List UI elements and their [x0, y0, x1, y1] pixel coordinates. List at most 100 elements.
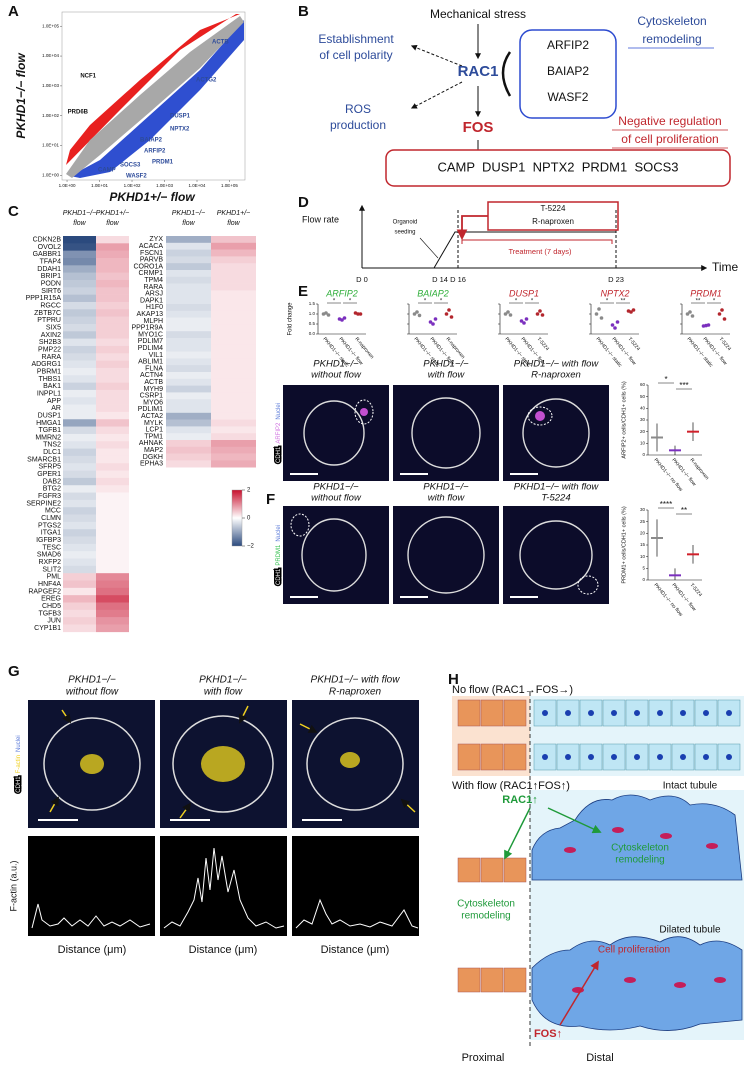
gene-label: OVOL2 — [38, 244, 61, 251]
heat-cell — [96, 492, 129, 501]
gene-label: TESC — [42, 544, 61, 551]
gene-label: JUN — [47, 618, 61, 625]
gene-label: CDKN2B — [33, 237, 62, 244]
heat-cell — [63, 463, 96, 471]
heat-cell — [211, 317, 256, 325]
channel-name: PRDM1 — [276, 544, 282, 566]
image-title: R-naproxen — [329, 687, 382, 698]
significance: * — [333, 299, 336, 305]
target-genes: CAMP DUSP1 NPTX2 PRDM1 SOCS3 — [437, 159, 678, 174]
x-tick-label: 1.0E+02 — [124, 183, 141, 188]
heat-cell — [63, 536, 96, 545]
schematic-label: Cytoskeleton — [611, 843, 669, 854]
heat-cell — [63, 257, 96, 266]
gene-label: PDLIM7 — [138, 338, 163, 345]
heat-cell — [166, 249, 211, 257]
annotation: Treatment (7 days) — [508, 247, 572, 256]
y-tick-label: 20 — [640, 531, 646, 536]
gene-label: ACTB — [144, 379, 163, 386]
gene-label: GABBR1 — [33, 251, 62, 258]
scatter-cloud — [61, 11, 246, 181]
data-point — [535, 312, 540, 316]
significance: * — [515, 299, 518, 305]
heat-cell — [166, 310, 211, 318]
heat-cell — [63, 624, 96, 633]
heat-cell — [211, 372, 256, 380]
heat-cell — [63, 587, 96, 596]
heat-cell — [166, 446, 211, 454]
heat-cell — [63, 331, 96, 339]
gene-label: DDAH1 — [37, 266, 61, 273]
heat-cell — [63, 360, 96, 369]
y-axis-title: F-actin (a.u.) — [8, 860, 18, 911]
gene-label: DAB2 — [43, 478, 61, 485]
gene-label: ITGA1 — [41, 530, 61, 537]
heat-cell — [166, 399, 211, 407]
gene-label: MYLK — [144, 420, 163, 427]
gene-label: BTG2 — [43, 486, 61, 493]
heat-cell — [63, 602, 96, 611]
channel-name: ARFIP2 — [276, 422, 282, 444]
heat-cell — [96, 331, 129, 339]
heat-cell — [96, 367, 129, 376]
significance: * — [531, 299, 534, 305]
heat-cell — [63, 338, 96, 347]
heat-cell — [166, 317, 211, 325]
heat-cell — [63, 301, 96, 310]
column-header: PKHD1+/− — [217, 210, 250, 217]
heat-cell — [96, 397, 129, 405]
colorbar-label: 2 — [247, 488, 251, 494]
heat-cell — [166, 453, 211, 461]
gene-label: IGFBP3 — [36, 537, 61, 544]
heat-cell — [96, 609, 129, 618]
y-tick-label: 40 — [640, 406, 646, 411]
gene-label: PDLIM1 — [138, 406, 163, 413]
significance: **** — [660, 500, 672, 509]
heat-cell — [96, 250, 129, 259]
process: of cell proliferation — [621, 132, 718, 146]
heat-cell — [211, 290, 256, 298]
heat-cell — [166, 304, 211, 312]
gene-label: MYH9 — [144, 386, 164, 393]
data-point — [503, 312, 508, 316]
panel-letter: B — [298, 3, 309, 20]
heat-cell — [211, 344, 256, 352]
tubule-schematic — [452, 692, 744, 1046]
panel-letter: E — [298, 283, 308, 300]
heat-cell — [96, 375, 129, 383]
image-title: PKHD1−/− — [423, 359, 469, 370]
gene-label: ARSJ — [145, 291, 163, 298]
heat-cell — [166, 263, 211, 271]
channel-label: CDH1 F-actin Nuclei — [16, 735, 22, 792]
schematic-label: Proximal — [462, 1052, 505, 1064]
heat-cell — [96, 353, 129, 361]
data-point — [629, 310, 633, 314]
heat-cell — [63, 433, 96, 442]
heat-cell — [211, 378, 256, 386]
heat-cell — [96, 595, 129, 603]
heat-cell — [96, 419, 129, 427]
gene-label: SH2B3 — [39, 339, 61, 346]
gene-label: PTPRU — [37, 317, 61, 324]
data-point — [340, 318, 344, 322]
channel-name: Nuclei — [276, 525, 282, 542]
gene-label: AR — [51, 405, 61, 412]
x-tick-label: 1.0E+01 — [91, 183, 108, 188]
schematic-label: remodeling — [461, 911, 510, 922]
panel-letter: F — [266, 491, 275, 508]
column-header: flow — [73, 220, 86, 227]
heat-cell — [63, 323, 96, 332]
heat-cell — [96, 389, 129, 398]
heat-cell — [96, 580, 129, 589]
gene-title: BAIAP2 — [417, 288, 449, 298]
panel-letter: A — [8, 3, 19, 20]
heat-cell — [211, 331, 256, 339]
image-title: PKHD1−/− — [313, 359, 359, 370]
heat-cell — [166, 378, 211, 386]
heat-cell — [166, 365, 211, 373]
gene-title: DUSP1 — [509, 288, 539, 298]
group-label: T-5224 — [688, 582, 703, 598]
heat-cell — [63, 609, 96, 618]
annotation: Organoid — [393, 220, 418, 226]
